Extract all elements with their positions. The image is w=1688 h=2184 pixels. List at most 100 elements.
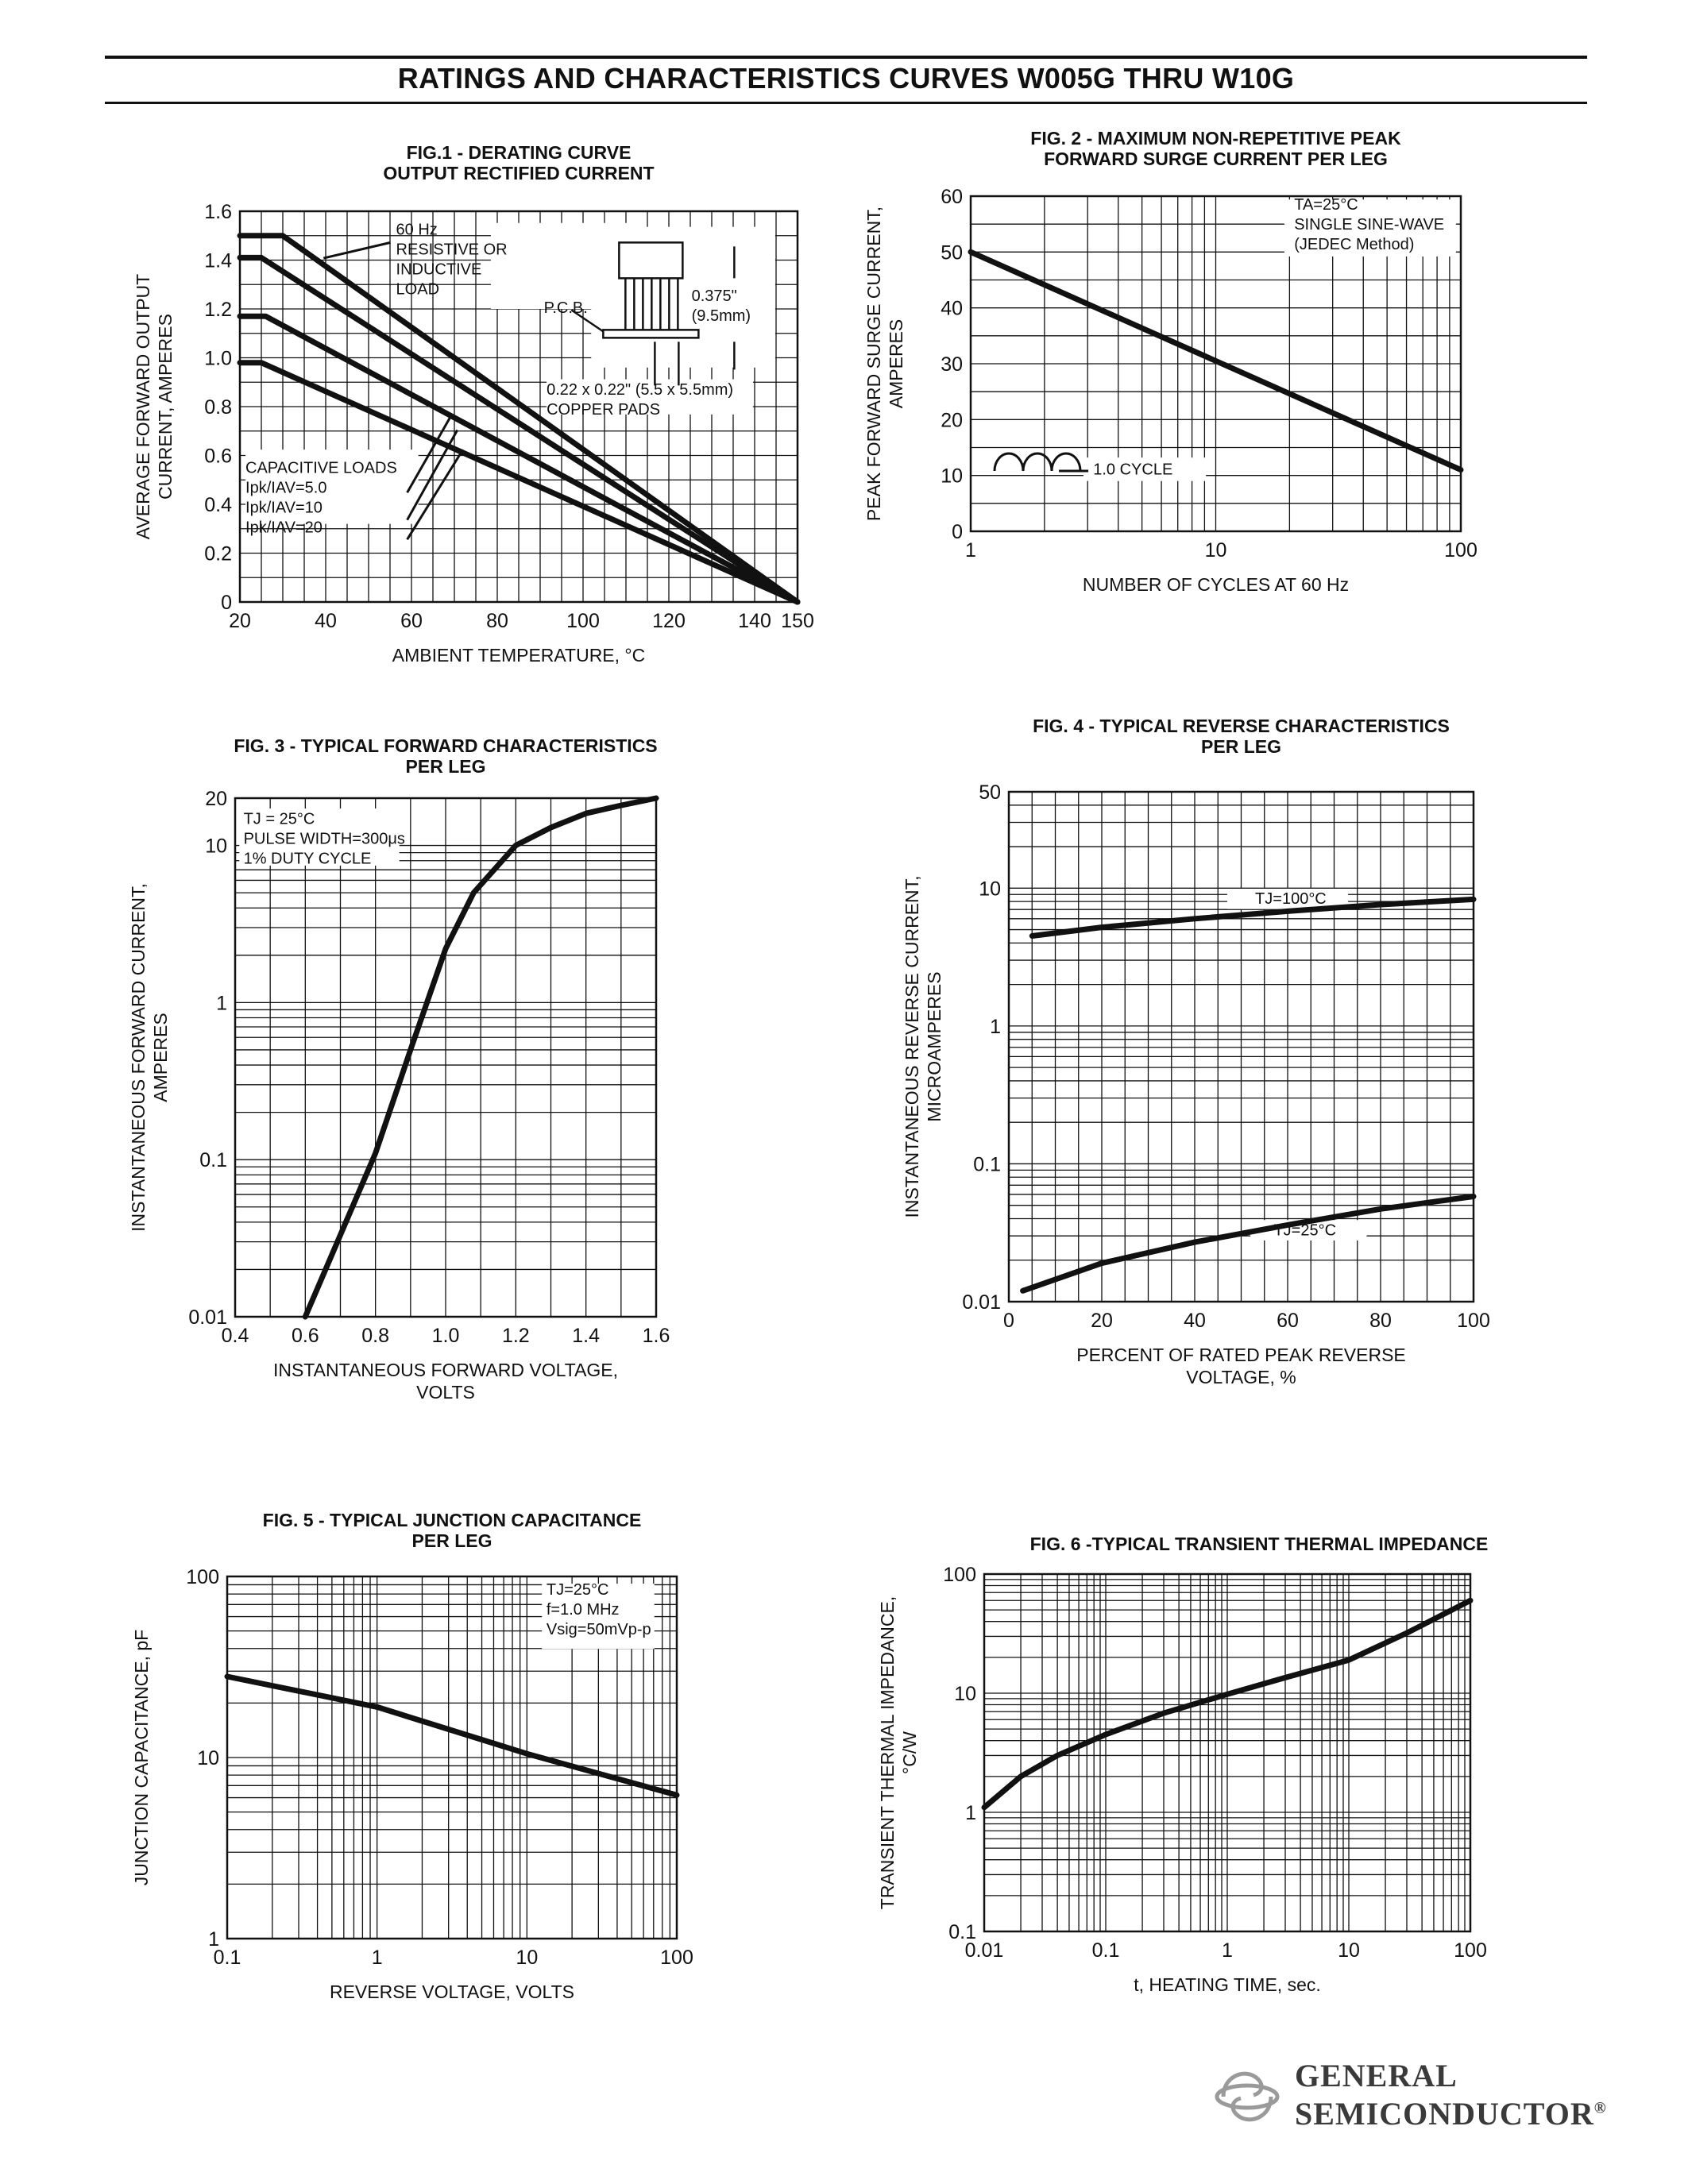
fig6-grid xyxy=(983,1573,1471,1932)
fig2-conditions-note: SINGLE SINE-WAVE xyxy=(1294,216,1444,233)
fig3-plot-frame xyxy=(234,797,658,1318)
fig4-y-tick-label: 1 xyxy=(990,1016,1001,1038)
fig5-y-tick-label: 10 xyxy=(197,1747,219,1769)
fig1-y-tick-label: 0 xyxy=(221,592,232,614)
fig3-x-tick-label: 0.6 xyxy=(292,1325,319,1347)
fig6-x-tick-label: 10 xyxy=(1338,1939,1360,1962)
fig5-conditions-note: f=1.0 MHz xyxy=(547,1601,620,1619)
fig3-x-axis-label: VOLTS xyxy=(416,1382,475,1403)
leader-capacitive xyxy=(406,414,454,493)
fig3-x-tick-label: 1.4 xyxy=(572,1325,600,1347)
fig5-conditions-note: TJ=25°C xyxy=(547,1581,609,1599)
fig1-x-tick-label: 20 xyxy=(229,610,251,632)
fig1-annotation-bg xyxy=(547,379,753,415)
fig1-pads-note: COPPER PADS xyxy=(547,401,660,419)
fig1-series-3 xyxy=(237,313,801,605)
fig1-capacitive-note: Ipk/IAV=20 xyxy=(245,519,323,537)
fig5-y-axis-label: JUNCTION CAPACITANCE, pF xyxy=(131,1630,152,1885)
fig2-y-tick-label: 30 xyxy=(941,353,963,376)
fig4-plot-frame xyxy=(1007,790,1475,1303)
fig1-resistive-note: LOAD xyxy=(396,281,439,299)
fig6-y-axis-label: TRANSIENT THERMAL IMPEDANCE, xyxy=(877,1596,898,1909)
fig1-y-tick-label: 0.8 xyxy=(204,396,232,419)
fig5-y-tick-label: 1 xyxy=(208,1928,219,1951)
fig4-y-tick-label: 0.01 xyxy=(962,1291,1001,1314)
fig2-annotation-bg xyxy=(1284,199,1456,257)
fig2-annotation-bg xyxy=(1083,457,1207,481)
fig5-series-1 xyxy=(224,1673,680,1798)
fig6-x-tick-label: 1 xyxy=(1222,1939,1233,1962)
header-bar: RATINGS AND CHARACTERISTICS CURVES W005G… xyxy=(105,56,1587,104)
fig1-package-diagram xyxy=(570,241,736,386)
fig1-series-4 xyxy=(237,360,801,605)
registered-mark: ® xyxy=(1593,2099,1607,2117)
logo-line1: GENERAL xyxy=(1295,2058,1458,2093)
fig4-x-tick-label: 80 xyxy=(1369,1310,1392,1332)
pcb-board xyxy=(602,329,700,339)
fig2-plot-frame xyxy=(969,195,1462,533)
fig6-y-tick-label: 100 xyxy=(943,1564,976,1586)
fig1-x-axis-label: AMBIENT TEMPERATURE, °C xyxy=(392,645,645,666)
fig4-series-label: TJ=100°C xyxy=(1255,890,1327,908)
package-body xyxy=(618,241,684,280)
fig2-cycle-label: 1.0 CYCLE xyxy=(1093,461,1172,478)
fig3-y-axis-label: AMPERES xyxy=(150,1013,171,1102)
fig5-grid xyxy=(226,1576,678,1939)
fig1-x-tick-label: 80 xyxy=(486,610,508,632)
fig1-resistive-note: 60 Hz xyxy=(396,222,438,239)
fig1-title-line: OUTPUT RECTIFIED CURRENT xyxy=(383,163,654,183)
fig5-x-axis-label: REVERSE VOLTAGE, VOLTS xyxy=(330,1981,574,2002)
fig4-x-tick-label: 100 xyxy=(1457,1310,1490,1332)
fig1-pcb-label: P.C.B. xyxy=(544,299,588,317)
fig4-x-tick-label: 60 xyxy=(1277,1310,1299,1332)
fig2-title-line: FORWARD SURGE CURRENT PER LEG xyxy=(1044,149,1388,169)
fig1-y-tick-label: 1.0 xyxy=(204,348,232,370)
fig4-y-axis-label: INSTANTANEOUS REVERSE CURRENT, xyxy=(902,875,922,1217)
logo-line2: SEMICONDUCTOR® xyxy=(1295,2095,1607,2132)
fig1-x-tick-label: 60 xyxy=(400,610,423,632)
fig4-reverse-characteristics-chart: FIG. 4 - TYPICAL REVERSE CHARACTERISTICS… xyxy=(902,716,1490,1387)
fig3-y-tick-label: 0.01 xyxy=(188,1306,227,1329)
fig1-resistive-note: INDUCTIVE xyxy=(396,261,482,279)
fig2-y-tick-label: 0 xyxy=(952,521,963,543)
fig6-x-tick-label: 0.01 xyxy=(965,1939,1004,1962)
leader-resistive xyxy=(323,241,391,260)
fig4-y-tick-label: 50 xyxy=(979,781,1001,804)
fig6-thermal-impedance-chart: FIG. 6 -TYPICAL TRANSIENT THERMAL IMPEDA… xyxy=(877,1534,1488,1995)
fig1-y-tick-label: 1.2 xyxy=(204,299,232,321)
fig4-title-line: PER LEG xyxy=(1201,736,1281,757)
fig4-series-label: TJ=25°C xyxy=(1273,1222,1336,1240)
pcb-leader xyxy=(570,309,605,333)
fig3-annotation-bg xyxy=(239,808,400,866)
fig5-x-tick-label: 0.1 xyxy=(214,1947,241,1969)
fig1-plot-frame xyxy=(238,210,799,604)
fig2-x-tick-label: 1 xyxy=(965,539,976,561)
fig4-x-axis-label: VOLTAGE, % xyxy=(1186,1367,1296,1387)
fig2-y-tick-label: 20 xyxy=(941,409,963,431)
fig2-y-tick-label: 60 xyxy=(941,186,963,208)
fig1-capacitive-note: Ipk/IAV=5.0 xyxy=(245,480,326,497)
fig1-pads-note: 0.22 x 0.22" (5.5 x 5.5mm) xyxy=(547,381,733,399)
fig3-y-axis-label: INSTANTANEOUS FORWARD CURRENT, xyxy=(128,883,149,1232)
fig1-y-axis-label: CURRENT, AMPERES xyxy=(155,314,176,500)
fig4-x-axis-label: PERCENT OF RATED PEAK REVERSE xyxy=(1076,1345,1406,1365)
fig2-conditions-note: (JEDEC Method) xyxy=(1294,236,1414,253)
logo-line2-text: SEMICONDUCTOR xyxy=(1295,2096,1594,2132)
fig1-x-tick-label: 40 xyxy=(315,610,337,632)
leader-capacitive xyxy=(406,429,459,521)
fig3-title-line: FIG. 3 - TYPICAL FORWARD CHARACTERISTICS xyxy=(234,735,657,756)
fig3-x-axis-label: INSTANTANEOUS FORWARD VOLTAGE, xyxy=(273,1360,618,1380)
fig5-x-tick-label: 100 xyxy=(660,1947,693,1969)
fig4-title-line: FIG. 4 - TYPICAL REVERSE CHARACTERISTICS xyxy=(1033,716,1450,736)
logo: GENERAL SEMICONDUCTOR® xyxy=(1207,2057,1606,2144)
fig4-series-2 xyxy=(1020,1194,1477,1294)
fig1-dimension-note: 0.375" xyxy=(692,287,737,305)
fig1-y-tick-label: 1.4 xyxy=(204,250,232,272)
fig6-x-tick-label: 100 xyxy=(1454,1939,1487,1962)
fig2-x-tick-label: 10 xyxy=(1205,539,1227,561)
fig1-capacitive-note: Ipk/IAV=10 xyxy=(245,500,323,517)
fig3-x-tick-label: 1.2 xyxy=(502,1325,530,1347)
fig6-y-tick-label: 1 xyxy=(965,1802,976,1824)
fig5-y-tick-label: 100 xyxy=(186,1566,219,1588)
